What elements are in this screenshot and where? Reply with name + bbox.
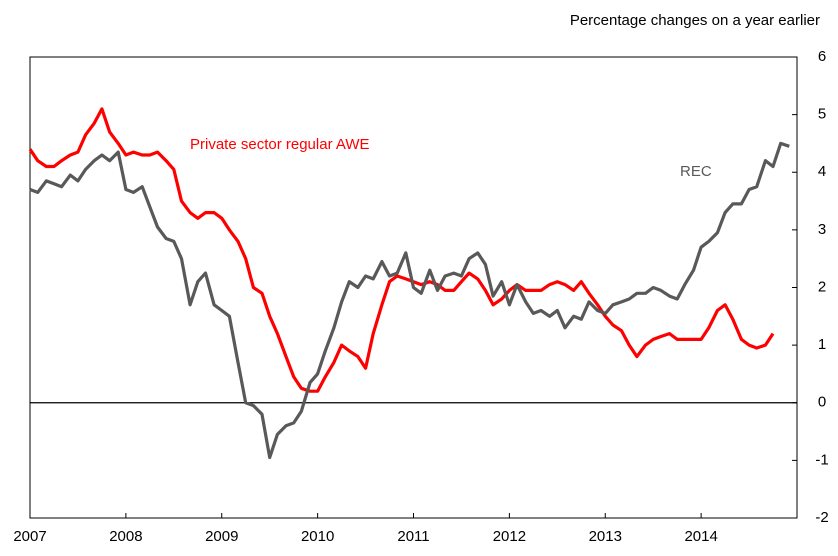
y-tick-label: 6	[818, 48, 826, 65]
x-tick-label: 2013	[589, 528, 622, 545]
x-tick-label: 2012	[493, 528, 526, 545]
y-tick-label: 1	[818, 336, 826, 353]
x-tick-label: 2008	[109, 528, 142, 545]
y-tick-label: -2	[815, 509, 828, 526]
series-label: Private sector regular AWE	[190, 136, 370, 153]
x-tick-label: 2009	[205, 528, 238, 545]
y-tick-label: 3	[818, 221, 826, 238]
series-line	[28, 107, 775, 393]
x-tick-label: 2010	[301, 528, 334, 545]
y-tick-label: 5	[818, 106, 826, 123]
y-tick-label: 0	[818, 394, 826, 411]
series-line	[29, 141, 790, 460]
x-tick-label: 2011	[397, 528, 429, 545]
chart-title: Percentage changes on a year earlier	[570, 12, 820, 29]
x-tick-label: 2007	[13, 528, 46, 545]
series-label: REC	[680, 163, 712, 180]
y-tick-label: -1	[815, 451, 828, 468]
y-tick-label: 2	[818, 278, 826, 295]
y-tick-label: 4	[818, 163, 826, 180]
x-tick-label: 2014	[684, 528, 717, 545]
